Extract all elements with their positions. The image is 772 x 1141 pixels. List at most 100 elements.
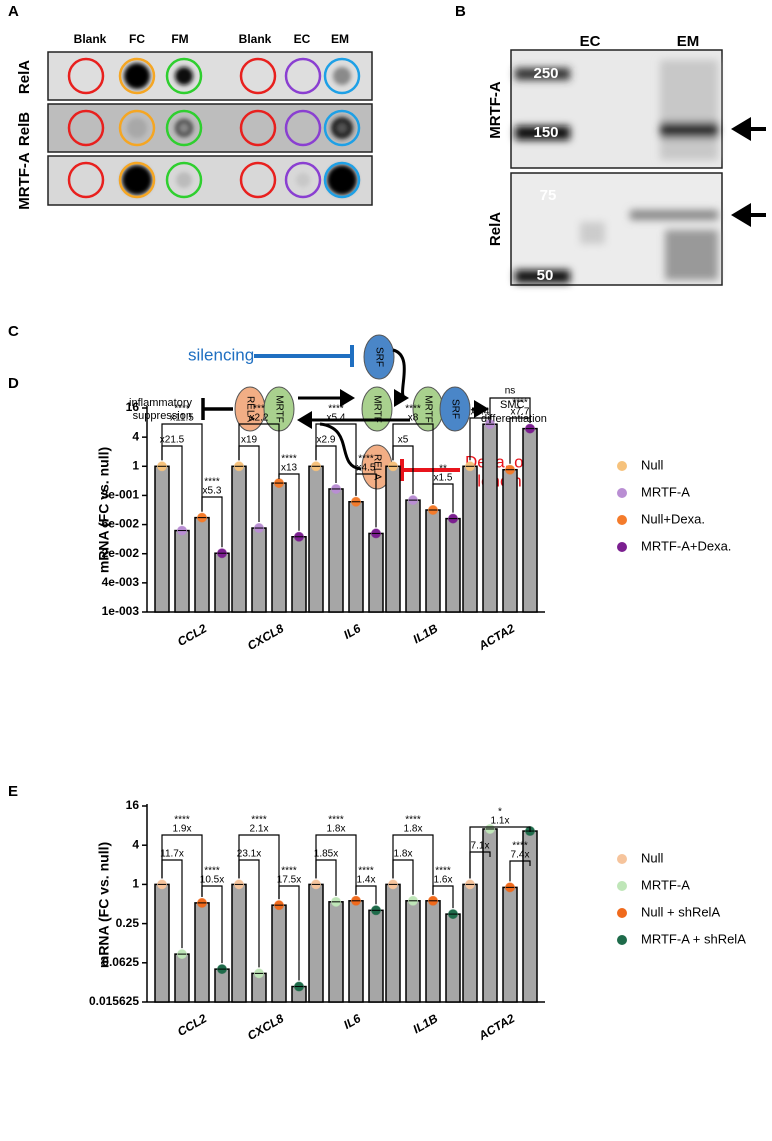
node-label: MRTF xyxy=(422,395,433,423)
significance-bracket xyxy=(355,473,377,528)
y-tick-label: 2e-002 xyxy=(102,546,140,560)
legend-label: MRTF-A xyxy=(641,877,690,892)
fold-label: x5.4 xyxy=(327,413,346,424)
x-tick-label: CCL2 xyxy=(175,621,209,649)
legend-swatch xyxy=(617,488,627,498)
legend-swatch xyxy=(617,854,627,864)
legend-swatch xyxy=(617,461,627,471)
fold-label: 7.4x xyxy=(511,850,530,861)
fold-label: 1.6x xyxy=(434,875,453,886)
bar xyxy=(308,465,324,613)
significance-label: **** xyxy=(512,841,528,852)
node xyxy=(363,334,395,380)
blot-spots xyxy=(122,63,357,195)
column-label: FM xyxy=(171,32,188,46)
fold-label: x7.4 xyxy=(471,407,490,418)
significance-label: **** xyxy=(174,404,190,415)
legend-label: MRTF-A xyxy=(641,484,690,499)
significance-bracket xyxy=(315,834,357,895)
y-tick-label: 0.25 xyxy=(116,916,140,930)
significance-bracket xyxy=(509,417,531,464)
significance-label: **** xyxy=(204,866,220,877)
x-tick-label: CXCL8 xyxy=(245,1011,286,1043)
y-tick-label: 16 xyxy=(126,400,140,414)
legend-swatch xyxy=(617,908,627,918)
significance-label: **** xyxy=(281,866,297,877)
x-tick-label: ACTA2 xyxy=(475,1011,517,1043)
bar xyxy=(462,465,478,613)
bar xyxy=(462,883,478,1003)
marker-label: 50 xyxy=(537,267,554,284)
node xyxy=(439,386,471,432)
column-label: Blank xyxy=(74,32,107,46)
bar xyxy=(308,883,324,1003)
significance-label: **** xyxy=(328,404,344,415)
significance-label: *** xyxy=(253,404,265,415)
significance-bracket xyxy=(278,473,300,531)
x-tick-label: ACTA2 xyxy=(475,621,517,653)
bar xyxy=(445,913,461,1003)
significance-bracket xyxy=(432,885,454,909)
blot-row xyxy=(47,51,373,101)
significance-bracket xyxy=(392,423,434,504)
marker-label: 150 xyxy=(533,124,558,141)
fold-label: x4.5 xyxy=(357,463,376,474)
significance-label: **** xyxy=(358,454,374,465)
outcome-label: SMC xyxy=(500,399,525,411)
significance-bracket xyxy=(315,859,337,896)
significance-bracket xyxy=(509,860,531,882)
row-label: RelA xyxy=(487,212,504,246)
western-blot: EC EM MRTF-A RelA 250 150 75 50 xyxy=(487,33,766,286)
x-tick-label: IL1B xyxy=(411,1011,441,1036)
significance-label: **** xyxy=(281,454,297,465)
significance-bracket xyxy=(355,885,377,905)
fold-label: x21.5 xyxy=(160,435,185,446)
significance-label: **** xyxy=(405,815,421,826)
node-label: RELA xyxy=(244,396,255,422)
bar xyxy=(522,427,538,613)
blot-row xyxy=(47,155,373,206)
fold-label: x5.3 xyxy=(203,486,222,497)
bar xyxy=(405,499,421,613)
y-tick-label: 0.0625 xyxy=(102,955,139,969)
bar xyxy=(231,883,247,1003)
significance-label: **** xyxy=(328,815,344,826)
column-label: FC xyxy=(129,32,145,46)
fold-label: 1.1x xyxy=(491,816,510,827)
fold-label: x7.7 xyxy=(511,407,530,418)
significance-bracket xyxy=(238,834,280,900)
bar xyxy=(194,516,210,613)
bar xyxy=(368,909,384,1003)
significance-label: ns xyxy=(505,386,516,397)
bar xyxy=(368,532,384,613)
fold-label: x19 xyxy=(241,435,258,446)
panel-letter: D xyxy=(8,375,19,392)
bar-chart: 16 4 1 0.25 0.0625 0.015625 mRNA (FC vs. null)… xyxy=(89,798,746,1043)
significance-bracket xyxy=(432,483,454,513)
y-tick-label: 1 xyxy=(132,877,139,891)
panel-letter: C xyxy=(8,323,19,340)
significance-label: **** xyxy=(251,815,267,826)
legend-label: MRTF-A+Dexa. xyxy=(641,538,731,553)
significance-bracket xyxy=(278,885,300,981)
row-label: MRTF-A xyxy=(487,81,504,139)
row-label: RelB xyxy=(16,112,33,146)
fold-label: 1.4x xyxy=(357,875,376,886)
fold-label: 11.7x xyxy=(160,849,184,860)
bar xyxy=(154,465,170,613)
significance-bracket xyxy=(392,445,414,495)
bar xyxy=(348,501,364,613)
y-tick-label: 16 xyxy=(126,798,140,812)
fold-label: 1.8x xyxy=(327,824,346,835)
blot-bands xyxy=(515,60,718,283)
bar xyxy=(174,529,190,613)
bar xyxy=(231,465,247,613)
significance-bracket xyxy=(238,859,260,968)
fold-label: 1.9x xyxy=(173,824,192,835)
column-label: EM xyxy=(331,32,349,46)
x-tick-label: CCL2 xyxy=(175,1011,209,1039)
fold-label: x11.5 xyxy=(170,413,194,424)
row-label: RelA xyxy=(16,60,33,94)
panel-letter: A xyxy=(8,3,19,20)
panel-letter: B xyxy=(455,3,466,20)
